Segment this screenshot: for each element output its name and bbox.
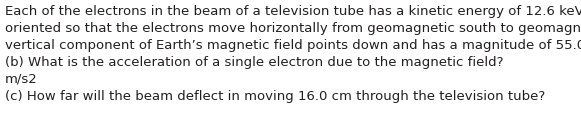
Text: m/s2: m/s2	[5, 73, 38, 86]
Text: vertical component of Earth’s magnetic field points down and has a magnitude of : vertical component of Earth’s magnetic f…	[5, 39, 581, 52]
Text: (b) What is the acceleration of a single electron due to the magnetic field?: (b) What is the acceleration of a single…	[5, 56, 504, 69]
Text: oriented so that the electrons move horizontally from geomagnetic south to geoma: oriented so that the electrons move hori…	[5, 22, 581, 35]
Text: (c) How far will the beam deflect in moving 16.0 cm through the television tube?: (c) How far will the beam deflect in mov…	[5, 90, 545, 103]
Text: Each of the electrons in the beam of a television tube has a kinetic energy of 1: Each of the electrons in the beam of a t…	[5, 5, 581, 18]
